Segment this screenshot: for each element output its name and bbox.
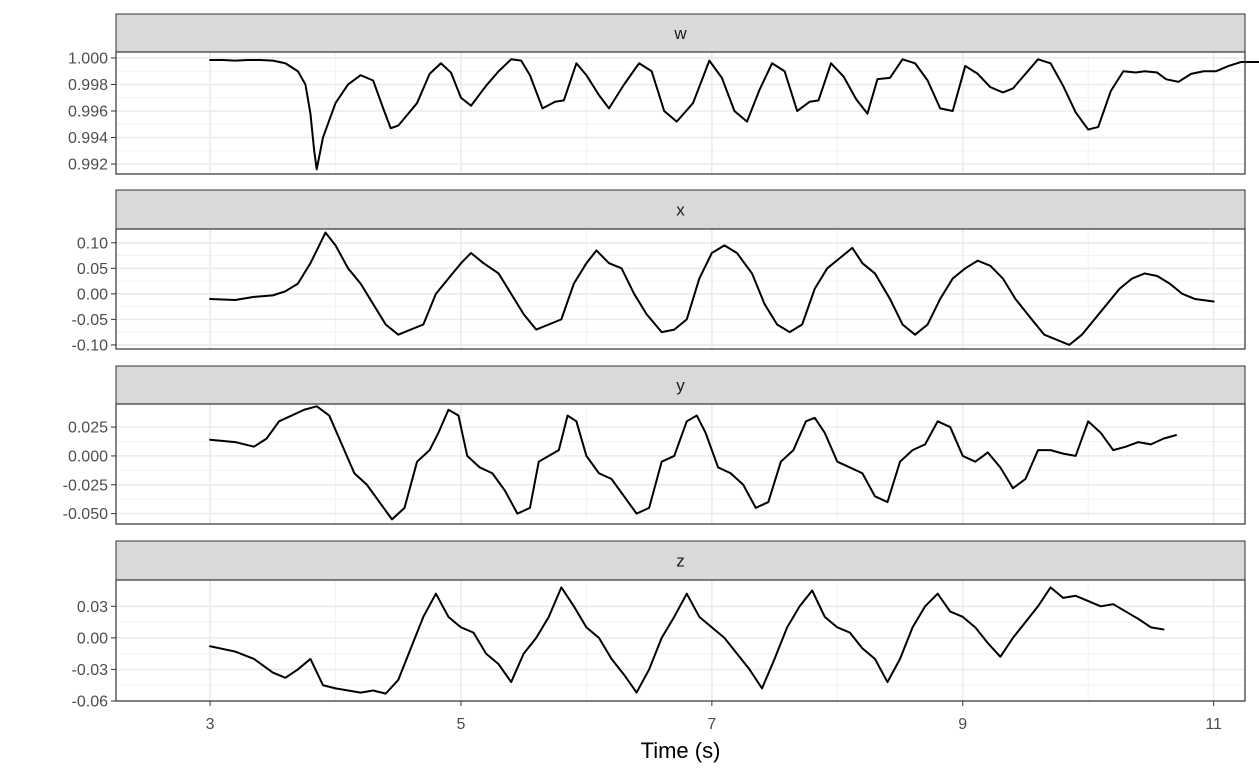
- y-tick-label-z: 0.00: [77, 630, 108, 647]
- y-tick-label-x: -0.10: [72, 337, 109, 354]
- y-tick-label-y: -0.025: [63, 477, 108, 494]
- panel-bg-x: [116, 229, 1245, 349]
- series-line-w: [209, 58, 1259, 171]
- y-tick-label-w: 0.998: [68, 77, 108, 94]
- panel-bg-y: [116, 404, 1245, 524]
- strip-label-y: y: [676, 376, 685, 395]
- y-tick-label-x: 0.00: [77, 286, 108, 303]
- panel-z: z 0.03 0.00 -0.03 -0.06: [72, 540, 1246, 711]
- strip-w: [115, 13, 1246, 53]
- y-tick-label-x: 0.05: [77, 261, 108, 278]
- panel-border-x: [115, 228, 1246, 350]
- x-tick-label: 11: [1205, 716, 1222, 733]
- strip-label-x: x: [676, 201, 685, 220]
- strip-x: [115, 189, 1246, 230]
- panel-bg-w: [116, 52, 1245, 174]
- y-tick-label-z: -0.06: [72, 694, 109, 711]
- y-tick-label-w: 0.992: [68, 157, 108, 174]
- y-tick-label-w: 0.994: [68, 130, 108, 147]
- y-tick-label-y: 0.025: [68, 420, 108, 437]
- y-tick-label-z: -0.03: [72, 662, 109, 679]
- series-line-y: [209, 405, 1178, 521]
- panel-x: x 0.10 0.05 0.00 -0.05 -0.10: [72, 189, 1246, 354]
- strip-label-z: z: [676, 552, 685, 571]
- x-tick-label: 9: [958, 716, 967, 733]
- x-tick-label: 5: [457, 716, 466, 733]
- y-tick-label-z: 0.03: [77, 599, 108, 616]
- series-line-x: [209, 231, 1215, 346]
- y-tick-label-x: 0.10: [77, 235, 108, 252]
- panel-w: w 1.000 0.998 0.996 0.994 0.992: [68, 13, 1259, 175]
- series-line-z: [209, 586, 1165, 695]
- panel-border-z: [115, 579, 1246, 702]
- strip-y: [115, 365, 1246, 405]
- panel-y: y 0.025 0.000 -0.025 -0.050: [63, 365, 1246, 525]
- y-tick-label-w: 0.996: [68, 104, 108, 121]
- y-tick-label-y: 0.000: [68, 448, 108, 465]
- x-tick-label: 7: [707, 716, 716, 733]
- strip-z: [115, 540, 1246, 581]
- strip-label-w: w: [673, 24, 687, 43]
- panel-bg-z: [116, 580, 1245, 701]
- panel-border-y: [115, 403, 1246, 525]
- x-axis-title: Time (s): [641, 738, 721, 763]
- y-tick-label-y: -0.050: [63, 506, 108, 523]
- y-tick-label-w: 1.000: [68, 50, 108, 67]
- panel-border-w: [115, 51, 1246, 175]
- x-tick-label: 3: [206, 716, 215, 733]
- y-tick-label-x: -0.05: [72, 312, 109, 329]
